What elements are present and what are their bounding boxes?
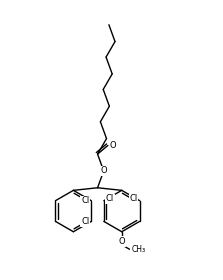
Text: Cl: Cl: [129, 194, 138, 203]
Text: Cl: Cl: [81, 217, 89, 226]
Text: O: O: [100, 166, 107, 176]
Text: O: O: [109, 141, 116, 150]
Text: O: O: [118, 237, 125, 246]
Text: Cl: Cl: [81, 196, 89, 205]
Text: Cl: Cl: [106, 194, 114, 203]
Text: CH₃: CH₃: [132, 245, 146, 254]
